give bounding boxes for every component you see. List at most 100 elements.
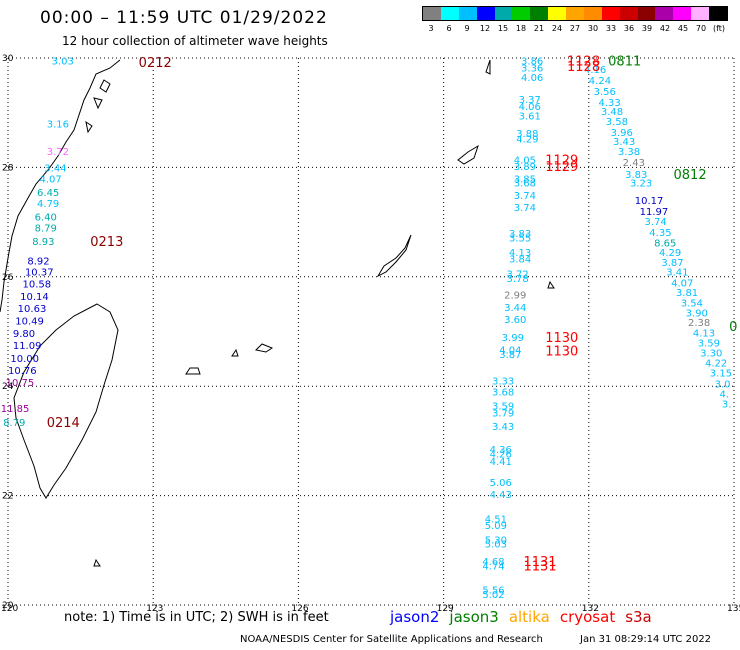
legend-swatch bbox=[673, 7, 692, 20]
okinotori-island bbox=[93, 558, 101, 567]
wave-height-label: 8.93 bbox=[32, 237, 54, 248]
island-2 bbox=[85, 120, 93, 134]
legend-swatch bbox=[655, 7, 674, 20]
pass-time-label: 1128 bbox=[567, 55, 600, 70]
wave-height-label: 4.43 bbox=[490, 490, 512, 501]
wave-height-label: 5.30 bbox=[485, 535, 507, 546]
legend-label: 42 bbox=[659, 24, 671, 33]
wave-height-label: 10.58 bbox=[23, 279, 52, 290]
wave-height-label: 3.03 bbox=[52, 57, 74, 68]
pass-time-label: 1131 bbox=[523, 560, 556, 575]
legend-swatch bbox=[619, 7, 638, 20]
wave-height-label: 3.15 bbox=[710, 369, 732, 380]
legend-swatch bbox=[601, 7, 620, 20]
pass-time-label: 0213 bbox=[90, 235, 123, 250]
wave-height-label: 4.35 bbox=[649, 228, 671, 239]
wave-height-label: 3.99 bbox=[502, 333, 524, 344]
pass-time-label: 0812 bbox=[674, 168, 707, 183]
wave-height-label: 4.51 bbox=[485, 515, 507, 526]
wave-height-label: 4.29 bbox=[516, 134, 538, 145]
lon-tick-label: 126 bbox=[291, 604, 308, 614]
legend-label: 15 bbox=[497, 24, 509, 33]
legend-swatch bbox=[423, 7, 441, 20]
wave-height-label: 6.40 bbox=[35, 213, 57, 224]
legend-swatch bbox=[637, 7, 656, 20]
legend-swatch bbox=[566, 7, 584, 20]
wave-height-label: 3.87 bbox=[661, 258, 683, 269]
wave-height-label: 3.72 bbox=[47, 147, 69, 158]
wave-height-label: 3.55 bbox=[509, 233, 531, 244]
legend-swatches bbox=[422, 6, 728, 21]
lon-tick-label: 132 bbox=[582, 604, 599, 614]
lat-lon-grid: 302826242220120123126129132135 bbox=[1, 54, 740, 614]
legend-label: 18 bbox=[515, 24, 527, 33]
wave-height-label: 3.23 bbox=[630, 179, 652, 190]
okinawa-island bbox=[376, 234, 412, 278]
legend-swatch bbox=[530, 7, 549, 20]
wave-height-label: 2.43 bbox=[623, 158, 645, 169]
wave-height-label: 4.41 bbox=[490, 457, 512, 468]
wave-height-label: 10.17 bbox=[635, 196, 664, 207]
wave-height-label: 3.96 bbox=[611, 128, 633, 139]
legend-swatch bbox=[476, 7, 495, 20]
wave-height-label: 3.43 bbox=[613, 137, 635, 148]
wave-height-label: 3.81 bbox=[676, 288, 698, 299]
amami-island bbox=[457, 144, 479, 165]
legend-labels: 3 6 9 12 15 18 21 24 27 30 33 36 39 42 45 70 (ft) bbox=[422, 24, 728, 33]
wave-height-label: 11.09 bbox=[13, 341, 42, 352]
wave-height-label: 3.79 bbox=[492, 408, 514, 419]
legend-swatch bbox=[494, 7, 513, 20]
wave-height-label: 3.89 bbox=[514, 162, 536, 173]
wave-height-label: 4.29 bbox=[659, 248, 681, 259]
wave-height-label: 11.97 bbox=[640, 207, 669, 218]
lat-tick-label: 26 bbox=[2, 273, 14, 283]
legend-swatch bbox=[440, 7, 459, 20]
legend-label: 21 bbox=[533, 24, 545, 33]
footer: NOAA/NESDIS Center for Satellite Applica… bbox=[240, 634, 740, 645]
wave-height-label: 3.83 bbox=[509, 229, 531, 240]
wave-height-label: 8.79 bbox=[35, 224, 57, 235]
legend-label: 39 bbox=[641, 24, 653, 33]
wave-height-label: 3.36 bbox=[521, 63, 543, 74]
wave-height-label: 3.83 bbox=[625, 170, 647, 181]
wave-height-label: 10.63 bbox=[18, 304, 47, 315]
legend-label: 9 bbox=[464, 24, 470, 33]
wave-height-label: 3.38 bbox=[618, 147, 640, 158]
iriomote-island bbox=[185, 367, 201, 375]
legend-label: 70 bbox=[695, 24, 707, 33]
miyako-island bbox=[231, 348, 239, 357]
lon-tick-label: 135 bbox=[727, 604, 740, 614]
satellite-name: s3a bbox=[625, 608, 652, 626]
wave-height-label: 2.38 bbox=[688, 318, 710, 329]
lat-tick-label: 20 bbox=[2, 601, 14, 611]
footer-timestamp: Jan 31 08:29:14 UTC 2022 bbox=[580, 634, 712, 645]
wave-height-label: 5.56 bbox=[482, 586, 504, 597]
wave-height-label: 10.75 bbox=[6, 378, 35, 389]
wave-height-label: 3.84 bbox=[509, 255, 531, 266]
pass-time-label: 1130 bbox=[545, 345, 578, 360]
wave-height-label: 6.45 bbox=[37, 188, 59, 199]
legend-label: 12 bbox=[479, 24, 491, 33]
wave-height-label: 3.37 bbox=[519, 95, 541, 106]
lon-tick-label: 120 bbox=[1, 604, 18, 614]
wave-height-label: 3.44 bbox=[504, 303, 526, 314]
lon-tick-label: 129 bbox=[437, 604, 454, 614]
wave-height-label: 3.0 bbox=[715, 379, 731, 390]
wave-height-label: 4.74 bbox=[482, 562, 504, 573]
wave-height-label: 3.86 bbox=[521, 57, 543, 68]
wave-height-label: 3.59 bbox=[698, 338, 720, 349]
legend-swatch bbox=[583, 7, 602, 20]
wave-height-label: 3.59 bbox=[492, 401, 514, 412]
legend-label: 6 bbox=[446, 24, 452, 33]
legend-swatch bbox=[548, 7, 566, 20]
taiwan-coastline bbox=[13, 303, 119, 499]
wave-height-label: 4.79 bbox=[37, 199, 59, 210]
legend-label: 33 bbox=[605, 24, 617, 33]
satellite-name: altika bbox=[508, 608, 550, 626]
pass-time-label: 0214 bbox=[47, 416, 80, 431]
wave-height-label: 4.06 bbox=[519, 102, 541, 113]
pass-time-label: 0 bbox=[729, 320, 737, 335]
legend-swatch bbox=[709, 7, 727, 20]
pass-time-label: 1131 bbox=[523, 555, 556, 570]
wave-height-label: 5.06 bbox=[490, 478, 512, 489]
